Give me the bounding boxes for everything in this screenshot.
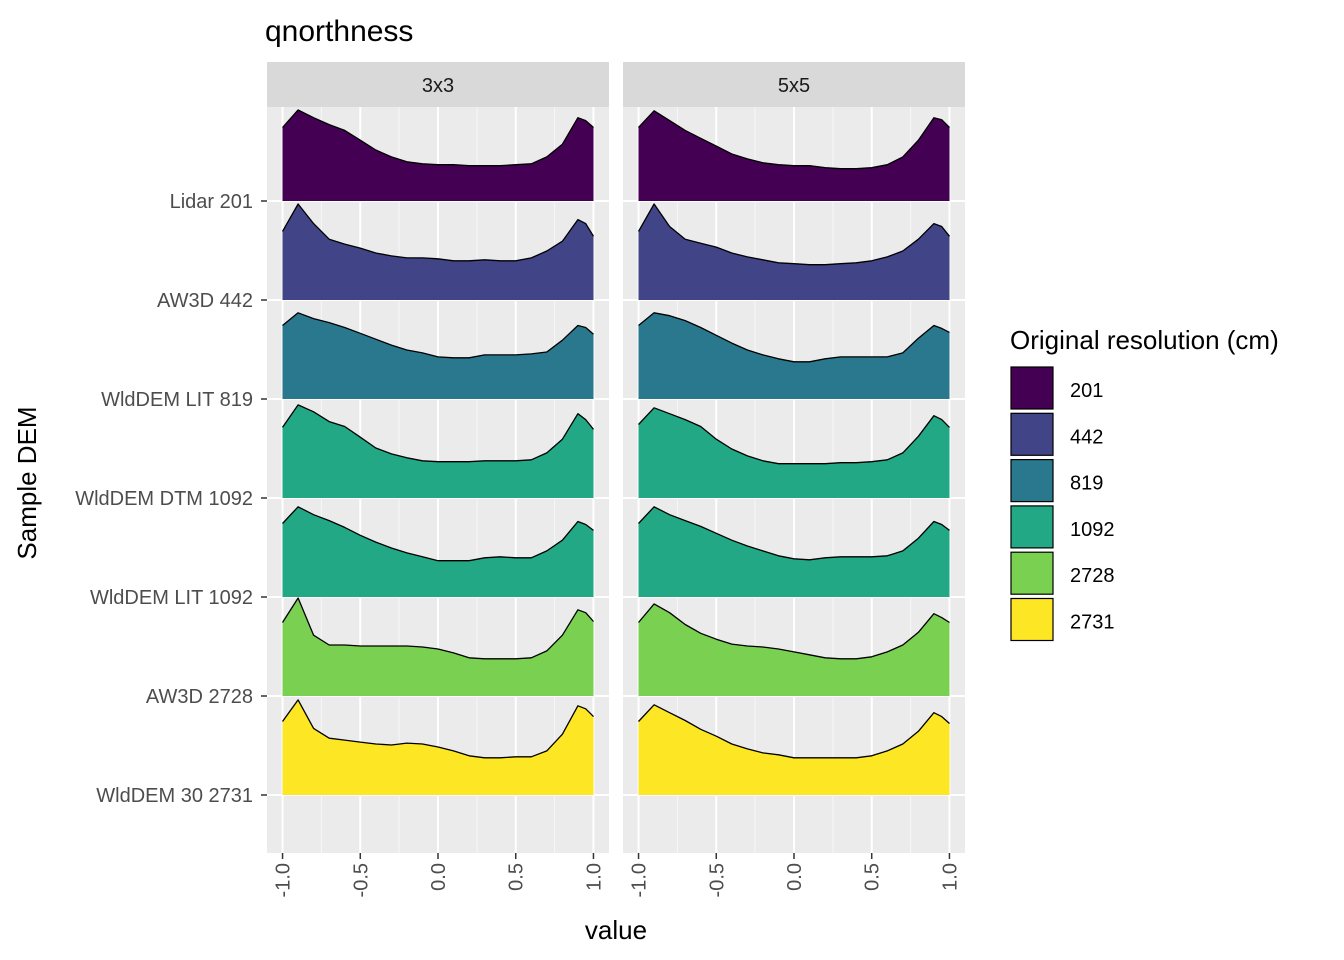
ridge-area-lidar-201 — [282, 109, 594, 201]
x-tick-label: 0.5 — [862, 863, 884, 891]
legend-key — [1010, 459, 1054, 503]
facet-panel-3x3: 3x3 — [267, 62, 609, 853]
legend: Original resolution (cm) 201 442 819 1092 27… — [1010, 325, 1279, 642]
legend-key — [1010, 366, 1054, 410]
y-tick-label: WldDEM 30 2731 — [96, 785, 253, 807]
x-tick-label: -0.5 — [706, 863, 728, 897]
ridge-line — [281, 203, 595, 262]
legend-label: 201 — [1070, 380, 1103, 402]
x-tick-label: -0.5 — [350, 863, 372, 897]
facet-strip-label: 3x3 — [422, 75, 454, 97]
x-axis: -1.0 -0.5 0.0 0.5 1.0 -1.0 -0.5 0.0 0.5 1.0 — [273, 853, 961, 897]
ridge-line — [637, 203, 951, 266]
ridge-line — [638, 407, 950, 465]
ridge-area-wlddem-dtm-1092 — [638, 407, 950, 498]
y-tick-label: Lidar 201 — [170, 191, 253, 213]
ridge-line — [638, 110, 950, 170]
legend-label: 442 — [1070, 426, 1103, 448]
y-tick-label: AW3D 442 — [157, 290, 253, 312]
x-tick-label: -1.0 — [629, 863, 651, 897]
y-tick-label: WldDEM LIT 1092 — [90, 587, 253, 609]
ridge-area-lidar-201 — [638, 110, 950, 201]
ridge-line — [638, 704, 950, 759]
y-axis-title: Sample DEM — [12, 406, 42, 559]
x-tick-label: 0.0 — [784, 863, 806, 891]
x-tick-label: 1.0 — [939, 863, 961, 891]
ridge-area-wlddem-lit-819 — [638, 312, 950, 399]
ridge-line — [282, 506, 594, 562]
legend-key — [1010, 412, 1054, 456]
ridge-line — [638, 506, 950, 561]
ridge-line — [281, 404, 595, 463]
legend-label: 1092 — [1070, 519, 1115, 541]
x-tick-label: -1.0 — [273, 863, 295, 897]
y-tick-label: AW3D 2728 — [146, 686, 253, 708]
ridge-area-aw3d-442 — [638, 204, 950, 300]
y-tick-label: WldDEM LIT 819 — [101, 389, 253, 411]
ridge-area-wlddem-lit-819 — [282, 312, 594, 399]
ridge-area-wlddem-dtm-1092 — [282, 404, 594, 498]
ridge-area-wlddem-lit-1092 — [282, 506, 594, 597]
facet-panel-5x5: 5x5 — [623, 62, 965, 853]
ridge-area-aw3d-2728 — [282, 598, 594, 696]
y-axis: Lidar 201 AW3D 442 WldDEM LIT 819 WldDEM DT… — [75, 191, 267, 807]
ridge-area-aw3d-2728 — [638, 603, 950, 696]
ridge-line — [281, 699, 594, 759]
legend-label: 2728 — [1070, 565, 1115, 587]
x-axis-title: value — [585, 915, 647, 945]
legend-label: 819 — [1070, 473, 1103, 495]
ridge-area-wlddem-lit-1092 — [638, 506, 950, 597]
facet-strip — [623, 62, 965, 107]
ridge-line — [282, 109, 594, 167]
ridge-line — [638, 312, 950, 363]
legend-label: 2731 — [1070, 612, 1115, 634]
ridge-line — [638, 603, 950, 660]
ridge-area-aw3d-442 — [282, 204, 594, 300]
legend-key — [1010, 597, 1054, 642]
chart-title: qnorthness — [265, 15, 413, 48]
ridge-area-wlddem-30-2731 — [638, 704, 950, 795]
ridge-line — [282, 312, 594, 359]
x-tick-label: 0.5 — [506, 863, 528, 891]
legend-key — [1010, 505, 1054, 549]
x-tick-label: 0.0 — [428, 863, 450, 891]
ridge-line — [281, 597, 594, 660]
legend-title: Original resolution (cm) — [1010, 325, 1279, 355]
facet-panels: 3x3 5x5 — [267, 62, 965, 853]
x-tick-label: 1.0 — [583, 863, 605, 891]
legend-key — [1010, 551, 1054, 595]
facet-strip — [267, 62, 609, 107]
y-tick-label: WldDEM DTM 1092 — [75, 488, 253, 510]
facet-strip-label: 5x5 — [778, 75, 810, 97]
